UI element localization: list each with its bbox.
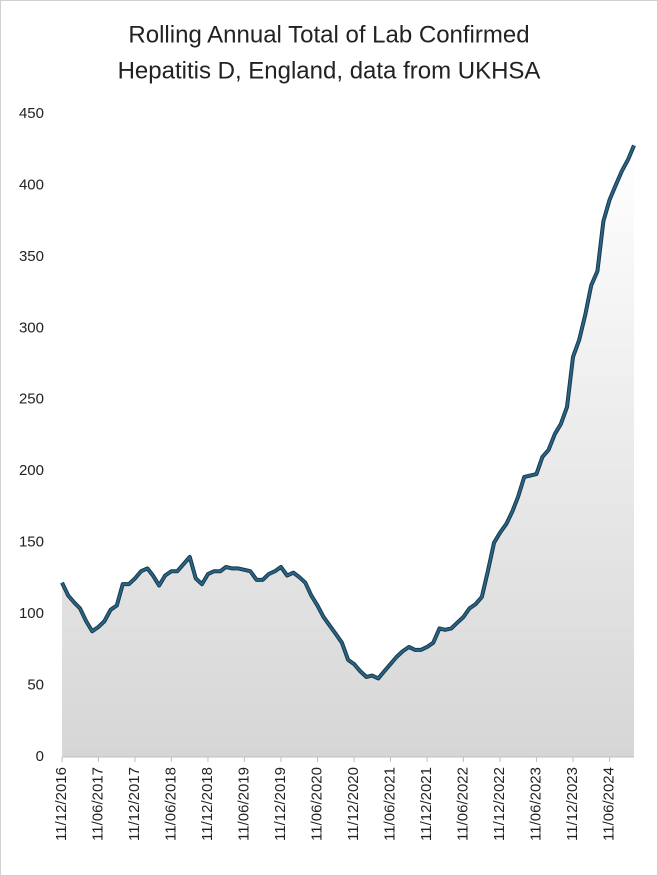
x-tick-label: 11/12/2019 bbox=[272, 767, 289, 841]
y-tick-label: 250 bbox=[19, 391, 44, 408]
x-tick-label: 11/12/2016 bbox=[53, 767, 70, 841]
y-tick-label: 300 bbox=[19, 319, 44, 336]
y-tick-label: 50 bbox=[27, 677, 44, 694]
x-tick-label: 11/06/2021 bbox=[381, 767, 398, 841]
x-tick-label: 11/06/2020 bbox=[308, 767, 325, 841]
x-tick-label: 11/06/2024 bbox=[601, 767, 618, 841]
x-tick-label: 11/06/2017 bbox=[89, 767, 106, 841]
x-tick-label: 11/12/2020 bbox=[345, 767, 362, 841]
y-tick-label: 0 bbox=[36, 748, 44, 765]
x-tick-label: 11/06/2019 bbox=[235, 767, 252, 841]
area bbox=[62, 145, 634, 757]
x-tick-label: 11/12/2021 bbox=[418, 767, 435, 841]
x-tick-label: 11/12/2022 bbox=[491, 767, 508, 841]
chart-title: Rolling Annual Total of Lab Confirmed bbox=[128, 21, 529, 48]
y-tick-label: 200 bbox=[19, 462, 44, 479]
x-tick-label: 11/06/2018 bbox=[162, 767, 179, 841]
x-tick-label: 11/12/2023 bbox=[564, 767, 581, 841]
x-tick-label: 11/12/2017 bbox=[126, 767, 143, 841]
x-tick-label: 11/12/2018 bbox=[199, 767, 216, 841]
y-tick-label: 350 bbox=[19, 248, 44, 265]
y-tick-label: 400 bbox=[19, 176, 44, 193]
y-tick-label: 450 bbox=[19, 105, 44, 122]
y-tick-label: 100 bbox=[19, 605, 44, 622]
x-tick-label: 11/06/2022 bbox=[454, 767, 471, 841]
line bbox=[61, 145, 635, 680]
x-tick-label: 11/06/2023 bbox=[527, 767, 544, 841]
y-tick-label: 150 bbox=[19, 534, 44, 551]
chart-title: Hepatitis D, England, data from UKHSA bbox=[118, 57, 541, 84]
